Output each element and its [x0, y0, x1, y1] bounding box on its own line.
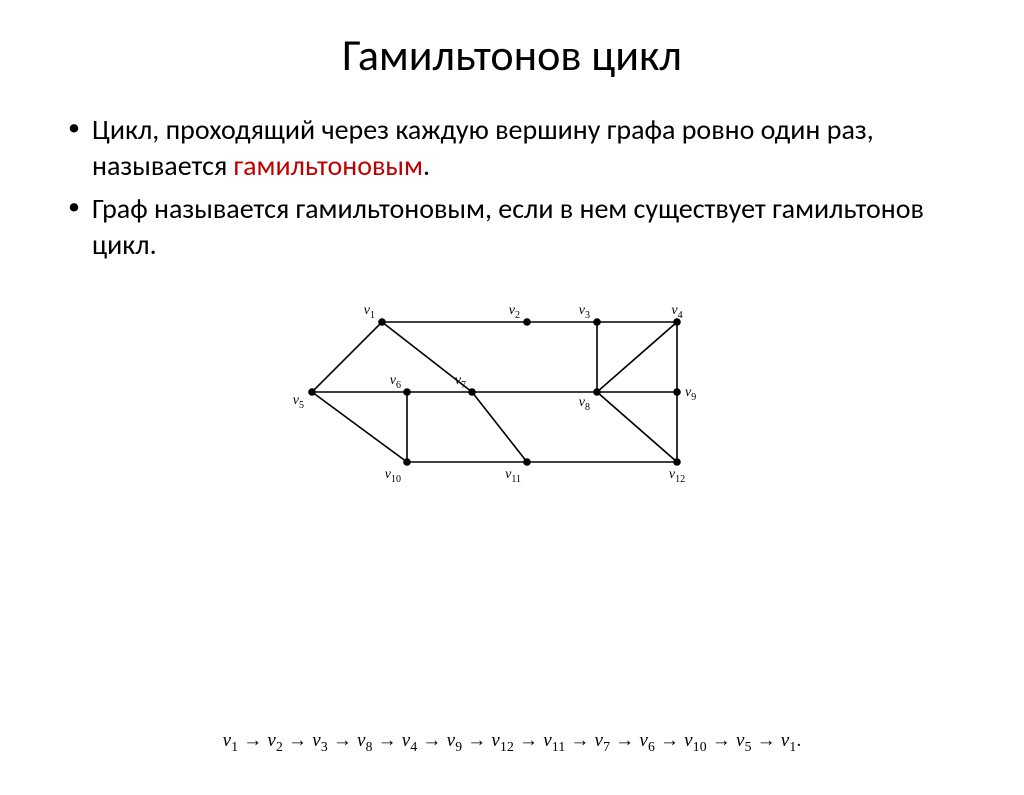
- graph-node: [378, 318, 386, 326]
- graph-edge: [597, 392, 677, 462]
- bullet-2-pre: Граф называется гамильтоновым, если в не…: [92, 191, 924, 262]
- page-title: Гамильтонов цикл: [0, 28, 1024, 82]
- graph-node-label: v11: [505, 467, 521, 485]
- graph-node: [593, 388, 601, 396]
- graph-node: [403, 458, 411, 466]
- graph-node-label: v10: [385, 467, 401, 485]
- graph-node: [523, 318, 531, 326]
- graph-node-label: v2: [509, 303, 520, 321]
- graph-node: [468, 388, 476, 396]
- graph-diagram-wrap: v1 v2 v3 v4 v5 v6 v7 v8 v9 v10 v11 v12: [60, 282, 974, 537]
- bullet-1-pre: Цикл, проходящий через каждую вершину гр…: [92, 112, 874, 183]
- graph-node: [523, 458, 531, 466]
- bullet-list: Цикл, проходящий через каждую вершину гр…: [60, 112, 974, 264]
- graph-edge: [312, 322, 382, 392]
- bullet-1-highlight: гамильтоновым: [234, 148, 423, 183]
- graph-node: [673, 388, 681, 396]
- graph-diagram: v1 v2 v3 v4 v5 v6 v7 v8 v9 v10 v11 v12: [277, 282, 757, 532]
- graph-node-label: v1: [364, 303, 375, 321]
- content: Цикл, проходящий через каждую вершину гр…: [0, 112, 1024, 537]
- graph-node-label: v9: [685, 385, 696, 403]
- graph-edge: [472, 392, 527, 462]
- graph-node-label: v3: [579, 303, 590, 321]
- bullet-2: Граф называется гамильтоновым, если в не…: [60, 191, 974, 264]
- graph-node-label: v4: [671, 303, 682, 321]
- graph-node-label: v6: [390, 373, 401, 391]
- graph-edge: [597, 322, 677, 392]
- graph-node: [403, 388, 411, 396]
- bullet-1-post: .: [423, 148, 430, 183]
- graph-node: [308, 388, 316, 396]
- hamiltonian-path: v1 → v2 → v3 → v8 → v4 → v9 → v12 → v11 …: [0, 730, 1024, 755]
- graph-node-label: v7: [455, 373, 466, 391]
- graph-node-label: v8: [579, 395, 590, 413]
- graph-node: [593, 318, 601, 326]
- graph-node-label: v5: [293, 393, 304, 411]
- bullet-1: Цикл, проходящий через каждую вершину гр…: [60, 112, 974, 185]
- graph-node: [673, 458, 681, 466]
- graph-node-label: v12: [669, 467, 685, 485]
- graph-edge: [312, 392, 407, 462]
